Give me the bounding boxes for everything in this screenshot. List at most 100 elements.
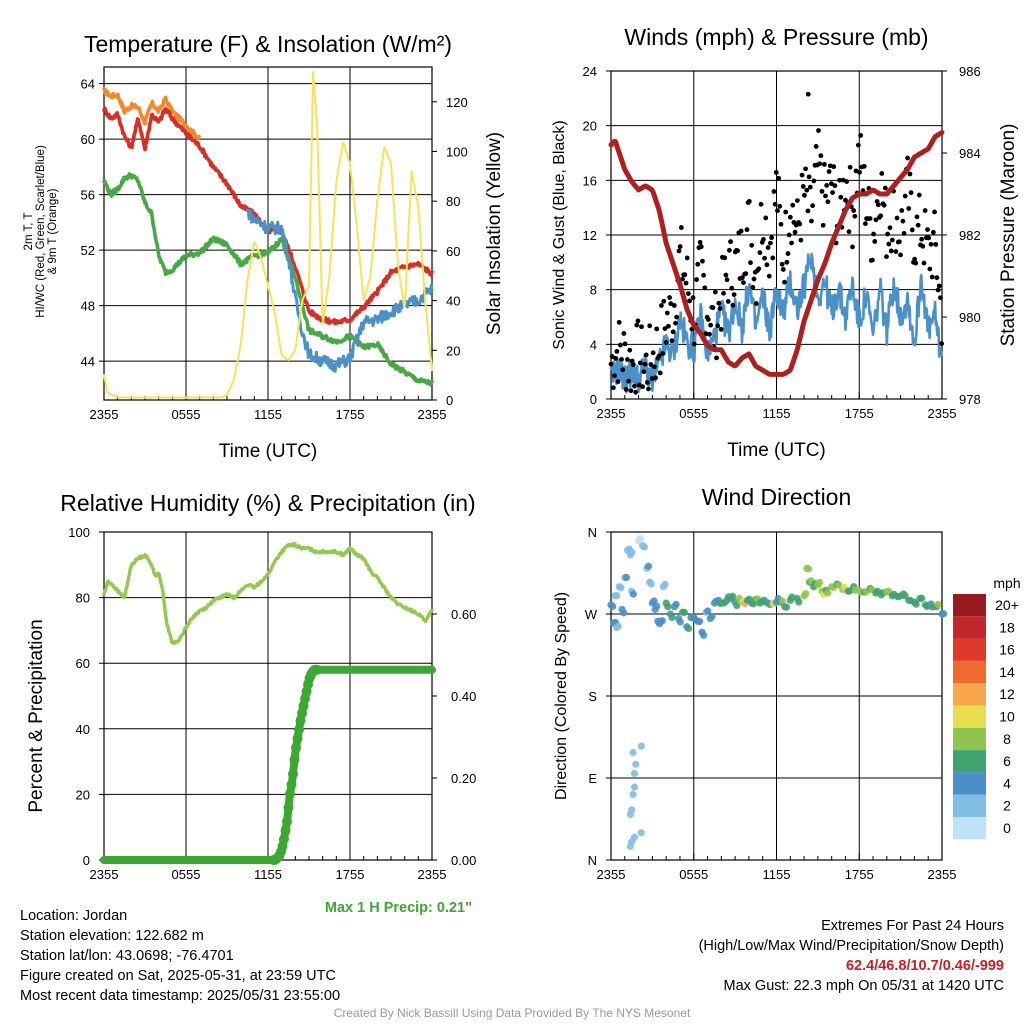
wind-gust-point (802, 192, 807, 198)
x-tick-label: 0555 (679, 406, 708, 421)
wind-gust-point (749, 242, 755, 248)
wind-gust-point (886, 241, 892, 247)
y-left-tick-label: 20 (76, 787, 90, 802)
wind-gust-point (850, 244, 855, 250)
station-info: Location: Jordan Station elevation: 122.… (20, 906, 340, 1006)
wind-direction-point (628, 806, 636, 814)
y-left-tick-label: 56 (81, 188, 95, 203)
wind-direction-point (629, 748, 637, 757)
wind-gust-point (927, 266, 933, 272)
wind-gust-point (858, 133, 864, 138)
wind-gust-point (743, 271, 749, 277)
wind-gust-point (872, 239, 878, 244)
wind-direction-point (661, 580, 669, 588)
y-right-axis-label: Station Pressure (Maroon) (998, 124, 1019, 347)
colorbar-label: 12 (999, 686, 1015, 702)
wind-gust-point (671, 303, 677, 308)
wind-gust-point (785, 251, 791, 256)
wind-gust-point (626, 378, 631, 384)
wind-gust-point (811, 178, 817, 184)
wind-gust-point (846, 229, 852, 235)
wind-gust-point (715, 323, 721, 329)
wind-direction-point (672, 600, 680, 608)
wind-gust-point (698, 244, 704, 250)
wind-gust-point (821, 161, 827, 167)
y-left-axis-label: Percent & Precipitation (26, 619, 47, 812)
wind-gust-point (769, 235, 775, 241)
wind-gust-point (640, 384, 646, 390)
chart-title: Temperature (F) & Insolation (W/m²) (84, 31, 452, 57)
wind-gust-point (730, 302, 736, 308)
wind-direction-point (629, 590, 637, 598)
humidity-line (102, 542, 434, 645)
y-right-tick-label: 984 (959, 146, 981, 161)
wind-gust-point (831, 164, 837, 170)
wind-gust-point (776, 175, 782, 181)
wind-gust-point (708, 322, 714, 328)
y-tick-label: E (588, 771, 597, 786)
wind-gust-point (660, 351, 665, 356)
wind-gust-point (929, 274, 935, 280)
wind-gust-point (610, 385, 616, 391)
wind-direction-point (704, 607, 712, 615)
y-left-tick-label: 60 (81, 132, 95, 147)
colorbar-label: 16 (999, 642, 1015, 658)
y-right-tick-label: 0.60 (451, 607, 476, 622)
wind-gust-point (760, 237, 766, 242)
temperature-series-line (246, 208, 434, 373)
wind-direction-point (824, 589, 832, 597)
wind-gust-point (907, 171, 913, 177)
wind-gust-point (673, 320, 678, 326)
wind-gust-point (889, 237, 895, 243)
wind-gust-point (669, 338, 675, 344)
wind-gust-point (630, 362, 636, 368)
wind-gust-point (685, 291, 691, 296)
wind-gust-point (887, 225, 893, 231)
wind-gust-point (694, 277, 699, 282)
wind-gust-point (857, 169, 862, 175)
wind-gust-point (823, 193, 828, 199)
x-axis-label: Time (UTC) (219, 441, 318, 462)
wind-gust-point (824, 182, 830, 188)
wind-direction-point (620, 609, 628, 617)
y-left-axis-label: Sonic Wind & Gust (Blue, Black) (551, 120, 568, 349)
y-left-axis-label: 2m T, T HI/WC (Red, Green, Scarlet/Blue) &… (23, 145, 59, 318)
colorbar-swatch (953, 794, 986, 817)
wind-gust-point (777, 203, 783, 209)
wind-gust-point (888, 248, 894, 254)
station-location: Location: Jordan (20, 908, 128, 924)
wind-gust-point (683, 280, 689, 286)
y-left-axis-label-text: Percent & Precipitation (26, 619, 47, 812)
wind-direction-point (653, 602, 661, 610)
wind-gust-point (712, 289, 718, 295)
x-tick-label: 2355 (928, 867, 957, 882)
y-right-tick-label: 80 (446, 194, 460, 209)
wind-gust-point (809, 218, 814, 224)
x-tick-label: 2355 (928, 406, 957, 421)
wind-direction-point (668, 613, 676, 621)
wind-gust-point (919, 236, 925, 242)
precip-point (295, 715, 306, 726)
wind-direction-point (614, 622, 622, 630)
precip-point (291, 742, 302, 753)
wind-gust-point (832, 183, 838, 189)
wind-gust-point (826, 169, 832, 174)
chart-title: Wind Direction (702, 484, 852, 510)
figure-created: Figure created on Sat, 2025-05-31, at 23… (20, 968, 336, 984)
y-right-tick-label: 0 (446, 393, 453, 408)
colorbar-unit: mph (993, 575, 1020, 591)
colorbar-swatch (953, 772, 986, 795)
wind-gust-point (768, 240, 773, 246)
wind-gust-point (710, 305, 716, 311)
wind-gust-point (816, 128, 821, 133)
wind-gust-point (746, 198, 752, 204)
colorbar-swatch (953, 750, 986, 773)
wind-gust-point (921, 260, 927, 266)
chart-title: Relative Humidity (%) & Precipitation (i… (60, 490, 475, 516)
y-right-tick-label: 986 (959, 64, 981, 79)
y-left-tick-label: 4 (590, 337, 597, 352)
wind-gust-point (879, 171, 885, 176)
chart-humidity: 0 20 40 60 80 100 0.00 0.20 0.40 0.60 Relative Hum… (26, 490, 476, 916)
x-tick-label: 2355 (418, 407, 447, 422)
wind-gust-point (930, 229, 936, 235)
